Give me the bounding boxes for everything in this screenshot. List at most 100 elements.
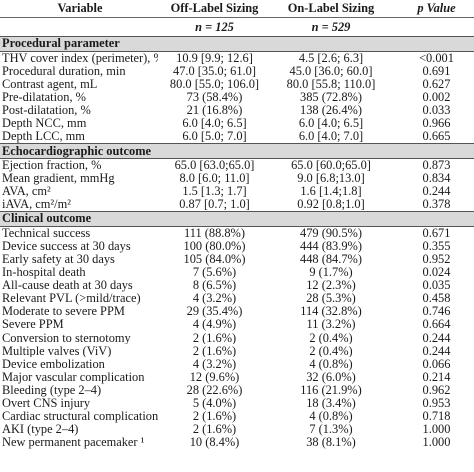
row-label: Contrast agent, mL [2,77,98,91]
off-label-value: 2 (1.6%) [192,331,237,345]
off-label-value: 1.5 [1.3; 1.7] [182,184,247,198]
p-value: 0.665 [422,130,451,144]
n-row: n = 125 n = 529 [0,18,474,37]
off-label-value: 111 (88.8%) [183,226,246,240]
row-label: Procedural duration, min [2,64,126,78]
row-label: Pre-dilatation, % [2,90,86,104]
row-label: Conversion to sternotomy [2,331,131,345]
table-row: Cardiac structural complication 2 (1.6%) 4… [0,410,474,423]
off-label-value: 5 (4.0%) [192,396,237,410]
section-title: Echocardiographic outcome [0,143,474,159]
table-row: THV cover index (perimeter), % 10.9 [9.9;… [0,51,474,65]
section-header-row: Clinical outcome [0,211,474,227]
off-label-value: 73 (58.4%) [186,90,243,104]
section-title: Procedural parameter [0,36,474,52]
off-label-value: 65.0 [63.0;65.0] [174,158,255,172]
table-row: AVA, cm² 1.5 [1.3; 1.7] 1.6 [1.4;1.8] 0.244 [0,185,474,198]
n-off-text: n = 125 [195,19,234,34]
off-label-value: 100 (80.0%) [183,239,246,253]
on-label-value: 38 (8.1%) [306,436,356,450]
on-label-value: 4 (0.8%) [309,357,353,371]
p-value: 0.033 [422,103,451,117]
row-label: iAVA, cm²/m² [2,197,71,212]
on-label-value: 12 (2.3%) [306,278,356,292]
on-label-value: 9.0 [6.8;13.0] [297,171,365,185]
row-label: Early safety at 30 days [2,252,115,266]
table-row: Overt CNS injury 5 (4.0%) 18 (3.4%) 0.953 [0,397,474,410]
on-label-value: 116 (21.9%) [300,383,362,397]
off-label-value: 10 (8.4%) [189,436,240,450]
off-label-value: 29 (35.4%) [186,305,243,319]
row-label: Device success at 30 days [2,239,131,253]
row-label: THV cover index (perimeter), % [2,51,158,65]
row-label: Overt CNS injury [2,396,91,410]
off-label-value: 6.0 [4.0; 6.5] [182,116,247,131]
on-label-value: 11 (3.2%) [306,318,356,332]
p-value: 0.355 [422,239,451,253]
p-value: 0.244 [422,331,451,345]
p-value: 0.966 [422,116,451,131]
header-row: Variable Off-Label Sizing On-Label Sizin… [0,0,474,18]
table-row: Pre-dilatation, % 73 (58.4%) 385 (72.8%) 0.… [0,91,474,104]
table-row: Device success at 30 days 100 (80.0%) 444 … [0,240,474,253]
n-blank [0,18,158,37]
p-value-header-text: p Value [417,1,456,16]
off-label-value: 105 (84.0%) [183,252,246,266]
off-label-value: 4 (3.2%) [192,357,237,371]
row-label: AVA, cm² [2,184,51,198]
p-value: 0.035 [422,278,451,292]
p-value: 0.671 [422,226,451,240]
off-label-value: 4 (4.9%) [192,318,237,332]
p-value: 0.378 [422,197,451,212]
table-row: Depth NCC, mm 6.0 [4.0; 6.5] 6.0 [4.0; 6.5… [0,117,474,130]
on-label-value: 479 (90.5%) [300,226,362,240]
table-row: Procedural duration, min 47.0 [35.0; 61.0… [0,65,474,78]
table-row: Post-dilatation, % 21 (16.8%) 138 (26.4%) 0… [0,104,474,117]
on-label-value: 18 (3.4%) [306,396,356,410]
table-row: Depth LCC, mm 6.0 [5.0; 7.0] 6.0 [4.0; 7.0… [0,130,474,144]
off-label-value: 21 (16.8%) [186,103,243,117]
off-label-value: 4 (3.2%) [192,292,237,306]
p-value: 0.873 [422,158,451,172]
on-label-value: 4.5 [2.6; 6.3] [298,51,364,65]
row-label: Device embolization [2,357,105,371]
table-row: Conversion to sternotomy 2 (1.6%) 2 (0.4%)… [0,331,474,344]
row-label: Moderate to severe PPM [2,305,125,319]
off-label-value: 28 (22.6%) [186,383,243,397]
p-value: 0.718 [422,409,451,423]
on-label-value: 444 (83.9%) [300,239,362,253]
p-value: 0.024 [422,265,451,279]
on-label-value: 65.0 [60.0;65.0] [291,158,371,172]
off-label-value: 8 (6.5%) [192,278,237,292]
off-label-value: 0.87 [0.7; 1.0] [179,197,250,212]
table-row: Multiple valves (ViV) 2 (1.6%) 2 (0.4%) 0.2… [0,344,474,357]
table-body: Procedural parameter THV cover index (per… [0,36,474,450]
row-label: Ejection fraction, % [2,158,102,172]
row-label: Relevant PVL (>mild/trace) [2,292,141,306]
p-value: 0.244 [422,184,451,198]
off-label-value: 8.0 [6.0; 11.0] [179,171,250,185]
results-table: Variable Off-Label Sizing On-Label Sizin… [0,0,474,449]
row-label: Post-dilatation, % [2,103,91,117]
off-label-value: 7 (5.6%) [192,265,237,279]
row-label: Multiple valves (ViV) [2,344,112,358]
on-label-value: 1.6 [1.4;1.8] [300,184,362,198]
p-value: 0.002 [422,90,451,104]
on-label-value: 138 (26.4%) [300,103,362,117]
table-row: New permanent pacemaker ¹ 10 (8.4%) 38 (8.… [0,436,474,449]
on-label-value: 32 (6.0%) [306,370,356,384]
off-label-value: 12 (9.6%) [189,370,240,384]
table-row: Relevant PVL (>mild/trace) 4 (3.2%) 28 (5.… [0,292,474,305]
p-value: 0.627 [422,77,451,91]
table-row: Ejection fraction, % 65.0 [63.0;65.0] 65.0… [0,158,474,172]
p-value: 0.066 [422,357,451,371]
on-label-value: 7 (1.3%) [309,422,353,437]
n-on-label: n = 529 [271,18,391,37]
p-value: 0.962 [422,383,451,397]
row-label: New permanent pacemaker ¹ [2,436,145,450]
off-label-value: 80.0 [55.0; 106.0] [169,77,260,91]
n-off-label: n = 125 [158,18,271,37]
table-row: iAVA, cm²/m² 0.87 [0.7; 1.0] 0.92 [0.8;1.0… [0,198,474,212]
section-title: Clinical outcome [0,211,474,227]
off-label-value: 47.0 [35.0; 61.0] [173,64,256,78]
